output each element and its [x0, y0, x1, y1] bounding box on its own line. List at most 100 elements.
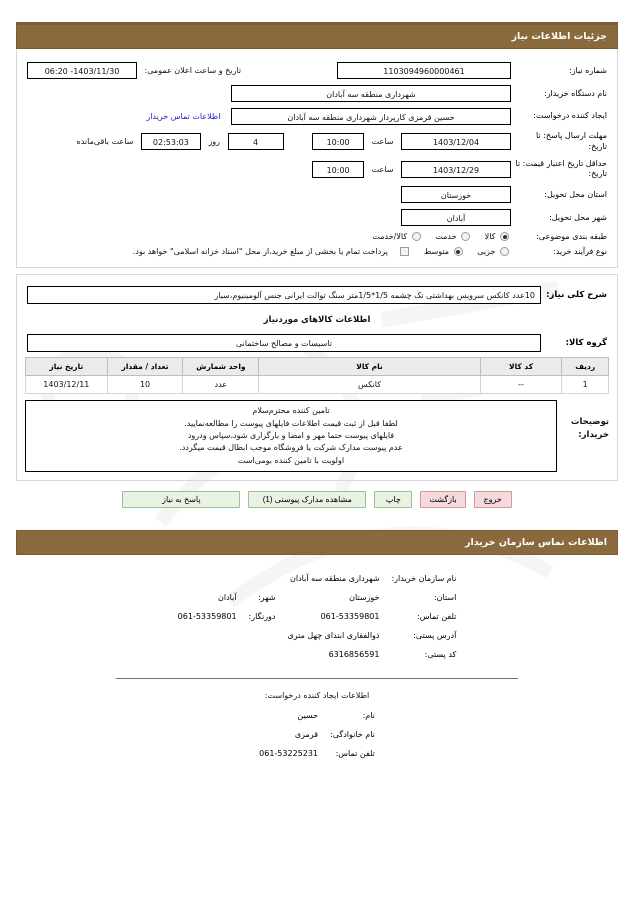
summary-row: شرح کلی نیاز: 10عدد کانکس سرویس بهداشتی … — [25, 283, 609, 307]
goods-group-label: گروه کالا: — [565, 338, 607, 349]
validity-row: حداقل تاریخ اعتبار قیمت: تا تاریخ: 1403/… — [25, 156, 609, 184]
buyer-org-row: نام دستگاه خریدار: شهرداری منطقه سه آباد… — [25, 82, 609, 105]
remaining-time-value: 02:53:03 — [140, 133, 201, 151]
buyer-remarks-box: تامین کننده محترم‌سلام لطفا قبل از ثبت ق… — [25, 400, 557, 473]
validity-label: حداقل تاریخ اعتبار قیمت: تا تاریخ: — [515, 158, 607, 179]
col-code: کد کالا — [479, 357, 563, 377]
treasury-checkbox[interactable] — [400, 247, 410, 257]
need-details-panel: شماره نیاز: 1103094960000461 تاریخ و ساع… — [16, 49, 618, 269]
creator-value: حسین قرمزی کارپرداز شهرداری منطقه سه آبا… — [231, 108, 511, 125]
need-number-value: 1103094960000461 — [337, 62, 511, 79]
contact-divider — [116, 678, 518, 680]
contact-city-value: آبادان — [218, 593, 237, 603]
contact-postal-value: 6316856591 — [328, 650, 380, 660]
contact-fax-label: دورنگار: — [248, 612, 276, 622]
buyer-contact-section: اطلاعات تماس سازمان خریدار نام سازمان خر… — [16, 530, 618, 767]
validity-hour-value: 10:00 — [312, 160, 365, 178]
goods-group-value: تاسیسات و مصالح ساختمانی — [27, 334, 541, 353]
contact-fax-value: 061-53359801 — [177, 612, 237, 622]
remaining-days-value: 4 — [227, 133, 284, 151]
contact-phone-value: 061-53359801 — [320, 612, 380, 622]
category-option-khedmat-label: خدمت — [435, 232, 457, 242]
contact-postal-row: کد پستی: 6316856591 — [172, 645, 463, 664]
goods-group-row: گروه کالا: تاسیسات و مصالح ساختمانی — [25, 331, 609, 355]
remarks-line-2: لطفا قبل از ثبت قیمت اطلاعات فایلهای پیو… — [184, 418, 398, 428]
province-row: استان محل تحویل: خوزستان — [25, 183, 609, 206]
announce-datetime-value: 1403/11/30- 06:20 — [27, 62, 137, 79]
process-option-jozee-label: جزیی — [477, 247, 496, 257]
contact-postal-label: کد پستی: — [424, 650, 457, 660]
need-number-label: شماره نیاز: — [569, 66, 607, 75]
contact-province-row: استان: خوزستان شهر: آبادان — [172, 588, 463, 607]
contact-address-value: ذوالفقاری ابتدای چهل متری — [287, 631, 380, 641]
cell-row: 1 — [561, 375, 609, 395]
top-divider — [16, 22, 618, 24]
creator-first-name-label: نام: — [362, 711, 375, 721]
goods-panel: شرح کلی نیاز: 10عدد کانکس سرویس بهداشتی … — [16, 274, 618, 482]
col-name: نام کالا — [258, 357, 481, 377]
category-option-kala-label: کالا — [484, 232, 496, 242]
category-option-kala-khedmat[interactable]: کالا/خدمت — [362, 232, 422, 242]
summary-label: شرح کلی نیاز: — [546, 290, 607, 301]
category-option-khedmat[interactable]: خدمت — [423, 232, 472, 242]
process-label: نوع فرآیند خرید: — [553, 247, 607, 257]
respond-to-need-button[interactable]: پاسخ به نیاز — [122, 491, 241, 509]
creator-contact-title: اطلاعات ایجاد کننده درخواست: — [264, 691, 370, 701]
deadline-hour-label: ساعت — [371, 137, 394, 147]
need-number-row: شماره نیاز: 1103094960000461 تاریخ و ساع… — [25, 59, 609, 82]
contact-city-label: شهر: — [257, 593, 276, 603]
category-row: طبقه بندی موضوعی: کالا خدمت کالا/خدمت — [25, 229, 609, 244]
buyer-contact-header: اطلاعات تماس سازمان خریدار — [16, 530, 618, 556]
col-unit: واحد شمارش — [182, 357, 260, 377]
buyer-org-value: شهرداری منطقه سه آبادان — [231, 85, 511, 102]
contact-address-label: آدرس پستی: — [413, 631, 457, 641]
radio-kala-khedmat-icon[interactable] — [411, 232, 421, 242]
city-row: شهر محل تحویل: آبادان — [25, 206, 609, 229]
creator-last-name-row: نام خانوادگی: قرمزی — [253, 725, 381, 744]
cell-quantity: 10 — [106, 375, 184, 395]
city-label: شهر محل تحویل: — [549, 213, 607, 223]
goods-info-heading: اطلاعات کالاهای موردنیاز — [263, 315, 371, 326]
radio-motevaset-icon[interactable] — [453, 247, 463, 257]
province-value: خوزستان — [401, 186, 511, 204]
radio-jozee-icon[interactable] — [500, 247, 509, 257]
category-option-kala[interactable]: کالا — [472, 232, 511, 242]
validity-hour-label: ساعت — [371, 164, 394, 174]
back-button[interactable]: بازگشت — [420, 491, 466, 509]
creator-phone-label: تلفن تماس: — [335, 749, 375, 759]
province-label: استان محل تحویل: — [544, 190, 607, 200]
process-type-row: نوع فرآیند خرید: جزیی متوسط پرداخت تمام … — [25, 244, 609, 259]
treasury-note: پرداخت تمام یا بخشی از مبلغ خرید،از محل … — [132, 247, 388, 257]
view-attachments-button[interactable]: مشاهده مدارک پیوستی (1) — [248, 491, 367, 509]
print-button[interactable]: چاپ — [374, 491, 413, 509]
contact-phone-row: تلفن تماس: 061-53359801 دورنگار: 061-533… — [172, 607, 463, 626]
buyer-org-label: نام دستگاه خریدار: — [544, 89, 607, 98]
creator-first-name-value: حسین — [297, 711, 319, 721]
remarks-line-1: تامین کننده محترم‌سلام — [252, 406, 330, 416]
category-label: طبقه بندی موضوعی: — [536, 232, 607, 242]
radio-khedmat-icon[interactable] — [461, 232, 471, 242]
creator-label: ایجاد کننده درخواست: — [533, 111, 607, 121]
exit-button[interactable]: خروج — [473, 491, 512, 509]
process-option-motevaset[interactable]: متوسط — [411, 247, 464, 257]
process-option-jozee[interactable]: جزیی — [465, 247, 511, 257]
creator-first-name-row: نام: حسین — [253, 706, 381, 725]
buyer-contact-body: نام سازمان خریدار: شهرداری منطقه سه آباد… — [16, 555, 618, 767]
remaining-days-unit: روز — [208, 137, 221, 147]
deadline-row: مهلت ارسال پاسخ: تا تاریخ: 1403/12/04 سا… — [25, 128, 609, 156]
creator-row: ایجاد کننده درخواست: حسین قرمزی کارپرداز… — [25, 105, 609, 128]
contact-org-value: شهرداری منطقه سه آبادان — [289, 574, 380, 584]
action-button-row: خروج بازگشت چاپ مشاهده مدارک پیوستی (1) … — [16, 491, 618, 509]
col-need-date: تاریخ نیاز — [25, 357, 108, 377]
category-option-kala-khedmat-label: کالا/خدمت — [372, 232, 408, 242]
creator-last-name-label: نام خانوادگی: — [330, 730, 375, 740]
cell-unit: عدد — [182, 375, 260, 395]
remarks-line-4: عدم پیوست مدارک شرکت یا فروشگاه موجب ابط… — [179, 443, 403, 453]
contact-phone-label: تلفن تماس: — [417, 612, 457, 622]
buyer-contact-link[interactable]: اطلاعات تماس خریدار — [146, 112, 221, 121]
summary-value: 10عدد کانکس سرویس بهداشتی تک چشمه 1/5*1/… — [27, 286, 541, 305]
cell-need-date: 1403/12/11 — [25, 375, 108, 395]
radio-kala-icon[interactable] — [500, 232, 509, 242]
goods-table: ردیف کد کالا نام کالا واحد شمارش تعداد /… — [25, 357, 609, 395]
buyer-remarks: توضیحات خریدار: تامین کننده محترم‌سلام ل… — [25, 400, 609, 473]
